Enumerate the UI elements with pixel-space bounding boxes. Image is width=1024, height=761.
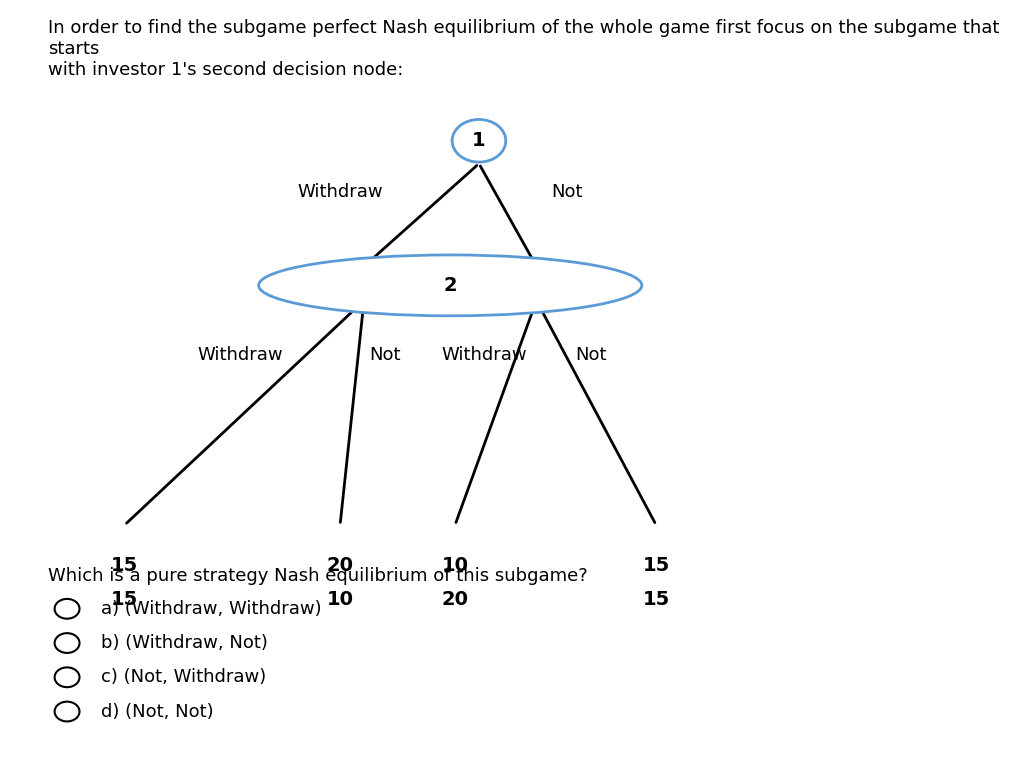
Text: Withdraw: Withdraw — [441, 346, 527, 365]
Text: a) (Withdraw, Withdraw): a) (Withdraw, Withdraw) — [100, 600, 322, 618]
Text: d) (Not, Not): d) (Not, Not) — [100, 702, 213, 721]
Circle shape — [54, 667, 80, 687]
Text: 20: 20 — [441, 590, 469, 609]
Text: Not: Not — [369, 346, 400, 365]
Text: 20: 20 — [327, 556, 353, 575]
Text: 15: 15 — [642, 590, 670, 609]
Text: 10: 10 — [327, 590, 353, 609]
Text: Which is a pure strategy Nash equilibrium of this subgame?: Which is a pure strategy Nash equilibriu… — [48, 567, 588, 585]
Circle shape — [54, 702, 80, 721]
Text: Not: Not — [551, 183, 583, 201]
Text: 10: 10 — [441, 556, 469, 575]
Text: c) (Not, Withdraw): c) (Not, Withdraw) — [100, 668, 266, 686]
Text: b) (Withdraw, Not): b) (Withdraw, Not) — [100, 634, 267, 652]
Circle shape — [453, 119, 506, 162]
Circle shape — [54, 633, 80, 653]
Text: 1: 1 — [472, 132, 485, 150]
Text: Not: Not — [574, 346, 606, 365]
Circle shape — [54, 599, 80, 619]
Text: 15: 15 — [111, 590, 138, 609]
Text: 15: 15 — [642, 556, 670, 575]
Text: In order to find the subgame perfect Nash equilibrium of the whole game first fo: In order to find the subgame perfect Nas… — [48, 19, 999, 78]
Text: Withdraw: Withdraw — [197, 346, 283, 365]
Text: 15: 15 — [111, 556, 138, 575]
Text: Withdraw: Withdraw — [298, 183, 383, 201]
Text: 2: 2 — [443, 276, 457, 295]
Ellipse shape — [259, 255, 642, 316]
